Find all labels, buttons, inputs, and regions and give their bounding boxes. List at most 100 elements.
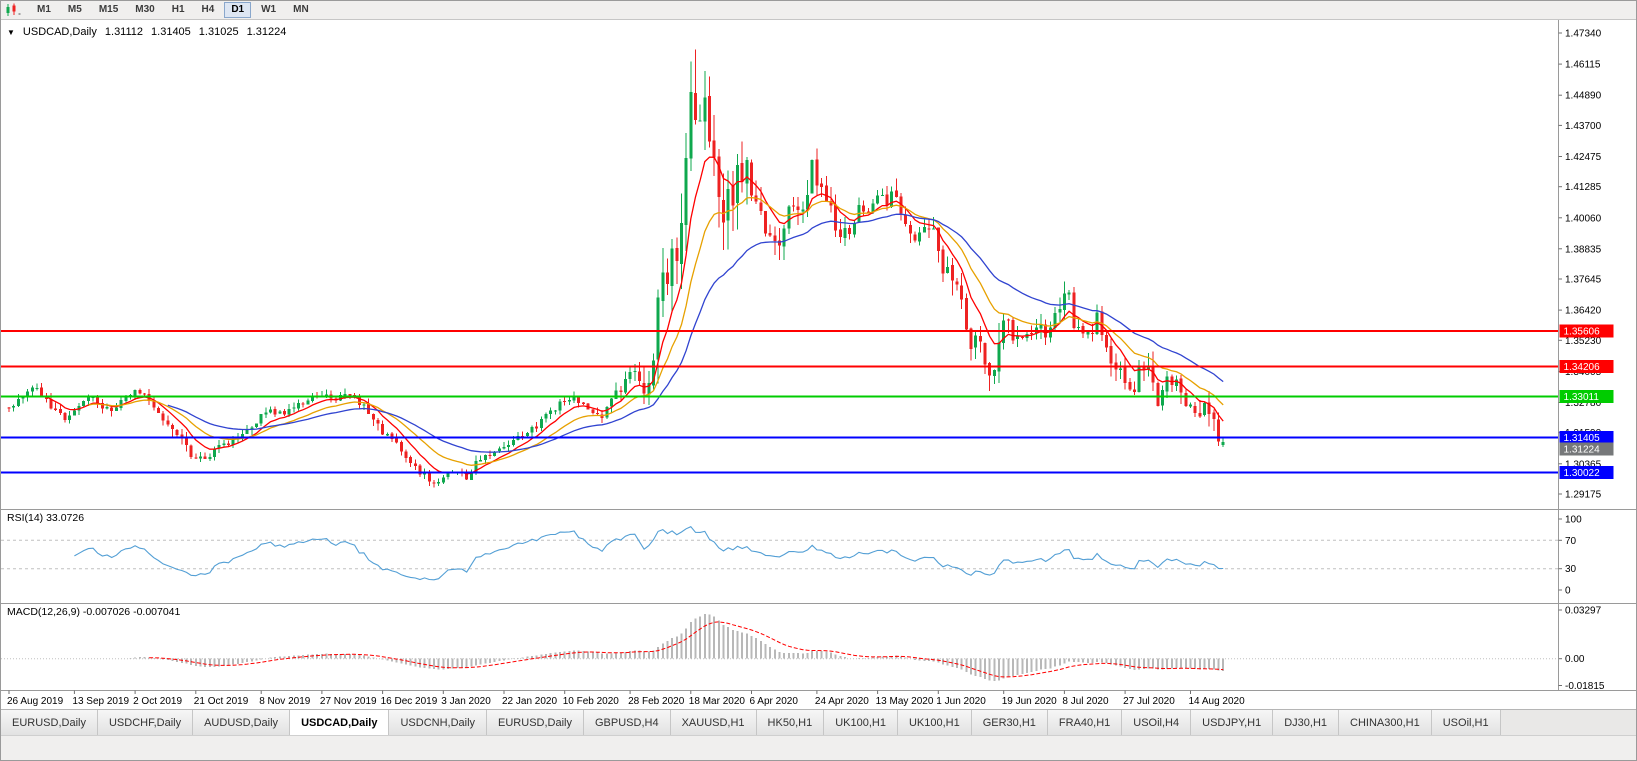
time-axis-label: 2 Oct 2019 — [133, 696, 182, 707]
chart-area: 1.47340 1.46115 1.44890 1.43700 1.42475 1.412… — [1, 20, 1637, 709]
svg-text:1.35606: 1.35606 — [1564, 326, 1601, 337]
time-axis-label: 27 Jul 2020 — [1123, 696, 1175, 707]
price-axis-label: 1.41285 — [1565, 182, 1602, 193]
timeframe-button-d1[interactable]: D1 — [224, 2, 252, 18]
chart-tab-16-china300-h1[interactable]: CHINA300,H1 — [1339, 710, 1432, 735]
timeframe-button-mn[interactable]: MN — [293, 4, 309, 15]
chart-tab-4-usdcnh-daily[interactable]: USDCNH,Daily — [389, 710, 488, 735]
rsi-axis-label: 100 — [1565, 515, 1582, 526]
price-axis-label: 1.29175 — [1565, 490, 1602, 501]
chart-tab-9-uk100-h1[interactable]: UK100,H1 — [824, 710, 898, 735]
time-axis-label: 24 Apr 2020 — [815, 696, 869, 707]
time-axis-label: 13 May 2020 — [876, 696, 934, 707]
timeframe-button-w1[interactable]: W1 — [261, 4, 277, 15]
quote-high: 1.31405 — [151, 26, 191, 38]
price-tag-1.30022: 1.30022 — [1559, 466, 1614, 479]
price-axis-label: 1.37645 — [1565, 275, 1602, 286]
bottom-strip — [1, 735, 1636, 760]
macd-axis-label: -0.01815 — [1565, 681, 1605, 692]
rsi-axis-label: 0 — [1565, 586, 1571, 597]
price-axis-label: 1.47340 — [1565, 29, 1602, 40]
rsi-indicator-label: RSI(14) 33.0726 — [7, 512, 85, 524]
time-axis-label: 1 Jun 2020 — [936, 696, 986, 707]
macd-histogram — [129, 614, 1225, 682]
chart-canvas[interactable]: 1.47340 1.46115 1.44890 1.43700 1.42475 1.412… — [1, 20, 1637, 709]
time-axis[interactable]: 26 Aug 2019 13 Sep 2019 2 Oct 2019 21 Oct 2… — [7, 690, 1246, 708]
svg-text:1.33011: 1.33011 — [1564, 392, 1600, 403]
price-axis-label: 1.38835 — [1565, 244, 1602, 255]
timeframe-button-m15[interactable]: M15 — [98, 4, 119, 15]
rsi-line — [74, 526, 1224, 581]
moving-average-34 — [167, 213, 1224, 453]
candlestick-series — [7, 49, 1225, 488]
candlestick-chart-icon[interactable] — [5, 3, 21, 17]
chart-tab-3-usdcad-daily[interactable]: USDCAD,Daily — [290, 710, 390, 735]
time-axis-label: 6 Apr 2020 — [750, 696, 799, 707]
timeframe-button-m1[interactable]: M1 — [37, 4, 51, 15]
chart-ohlc-title: ▼ USDCAD,Daily 1.31112 1.31405 1.31025 1… — [7, 26, 286, 38]
chart-tab-15-dj30-h1[interactable]: DJ30,H1 — [1273, 710, 1340, 735]
time-axis-label: 8 Jul 2020 — [1062, 696, 1109, 707]
time-axis-label: 27 Nov 2019 — [320, 696, 377, 707]
svg-text:1.31405: 1.31405 — [1564, 433, 1601, 444]
price-axis-label: 1.43700 — [1565, 121, 1602, 132]
price-tag-1.34206: 1.34206 — [1559, 359, 1614, 373]
macd-signal-line — [149, 621, 1224, 678]
chart-tabs-bar: EURUSD,Daily USDCHF,Daily AUDUSD,Daily USDC… — [1, 709, 1636, 735]
price-axis-label: 1.32780 — [1565, 398, 1602, 409]
price-tag-1.31405: 1.31405 — [1559, 430, 1614, 444]
time-axis-label: 26 Aug 2019 — [7, 696, 64, 707]
chart-tab-12-fra40-h1[interactable]: FRA40,H1 — [1047, 710, 1123, 735]
quote-open: 1.31112 — [104, 26, 144, 38]
time-axis-label: 22 Jan 2020 — [502, 696, 557, 707]
svg-text:1.31224: 1.31224 — [1564, 445, 1601, 456]
time-axis-label: 21 Oct 2019 — [194, 696, 249, 707]
macd-axis-label: 0.03297 — [1565, 606, 1602, 617]
timeframe-button-h1[interactable]: H1 — [171, 4, 185, 15]
chart-tab-2-audusd-daily[interactable]: AUDUSD,Daily — [193, 710, 291, 735]
time-axis-label: 19 Jun 2020 — [1002, 696, 1057, 707]
chart-tab-10-uk100-h1[interactable]: UK100,H1 — [897, 710, 972, 735]
price-axis-label: 1.35230 — [1565, 336, 1602, 347]
price-tag-1.31224: 1.31224 — [1559, 442, 1614, 456]
chart-tab-0-eurusd-daily[interactable]: EURUSD,Daily — [1, 710, 98, 735]
chart-tab-13-usoil-h4[interactable]: USOil,H4 — [1122, 710, 1192, 735]
time-axis-label: 14 Aug 2020 — [1189, 696, 1246, 707]
price-axis-label: 1.42475 — [1565, 152, 1602, 163]
svg-text:1.30022: 1.30022 — [1564, 468, 1601, 479]
time-axis-label: 10 Feb 2020 — [563, 696, 620, 707]
chart-tab-1-usdchf-daily[interactable]: USDCHF,Daily — [97, 710, 194, 735]
time-axis-label: 18 Mar 2020 — [689, 696, 746, 707]
rsi-axis-label: 70 — [1565, 536, 1577, 547]
timeframe-button-m5[interactable]: M5 — [67, 4, 82, 15]
time-axis-label: 13 Sep 2019 — [72, 696, 129, 707]
price-axis-label: 1.40060 — [1565, 213, 1602, 224]
svg-text:1.34206: 1.34206 — [1564, 362, 1601, 373]
chart-tab-8-hk50-h1[interactable]: HK50,H1 — [756, 710, 825, 735]
price-axis-label: 1.44890 — [1565, 91, 1602, 102]
price-tag-1.35606: 1.35606 — [1559, 324, 1614, 338]
chart-tab-6-gbpusd-h4[interactable]: GBPUSD,H4 — [584, 710, 671, 735]
price-axis[interactable]: 1.47340 1.46115 1.44890 1.43700 1.42475 1.412… — [1558, 29, 1602, 501]
time-axis-label: 16 Dec 2019 — [381, 696, 438, 707]
timeframe-button-m30[interactable]: M30 — [135, 4, 155, 15]
chart-tab-11-ger30-h1[interactable]: GER30,H1 — [971, 710, 1048, 735]
moving-average-8 — [46, 156, 1224, 475]
time-axis-label: 8 Nov 2019 — [259, 696, 311, 707]
chart-tab-14-usdjpy-h1[interactable]: USDJPY,H1 — [1191, 710, 1274, 735]
macd-indicator-label: MACD(12,26,9) -0.007026 -0.007041 — [7, 606, 181, 618]
timeframe-toolbar: M1 M5 M15 M30 H1 H4 D1 W1 MN — [1, 1, 1636, 20]
quote-low: 1.31025 — [198, 26, 239, 38]
timeframe-button-h4[interactable]: H4 — [201, 4, 215, 15]
price-axis-label: 1.46115 — [1565, 60, 1601, 71]
one-click-trading-arrow-icon[interactable]: ▼ — [7, 27, 15, 37]
price-axis-label: 1.36420 — [1565, 306, 1602, 317]
chart-tab-7-xauusd-h1[interactable]: XAUUSD,H1 — [670, 710, 757, 735]
time-axis-label: 28 Feb 2020 — [628, 696, 685, 707]
rsi-axis-label: 30 — [1565, 564, 1577, 575]
chart-tab-17-usoil-h1[interactable]: USOil,H1 — [1431, 710, 1501, 735]
chart-tab-5-eurusd-daily[interactable]: EURUSD,Daily — [487, 710, 584, 735]
timeframe-buttons-row: M1 M5 M15 M30 H1 H4 D1 W1 MN — [30, 2, 316, 18]
price-axis-label: 1.30365 — [1565, 459, 1602, 470]
